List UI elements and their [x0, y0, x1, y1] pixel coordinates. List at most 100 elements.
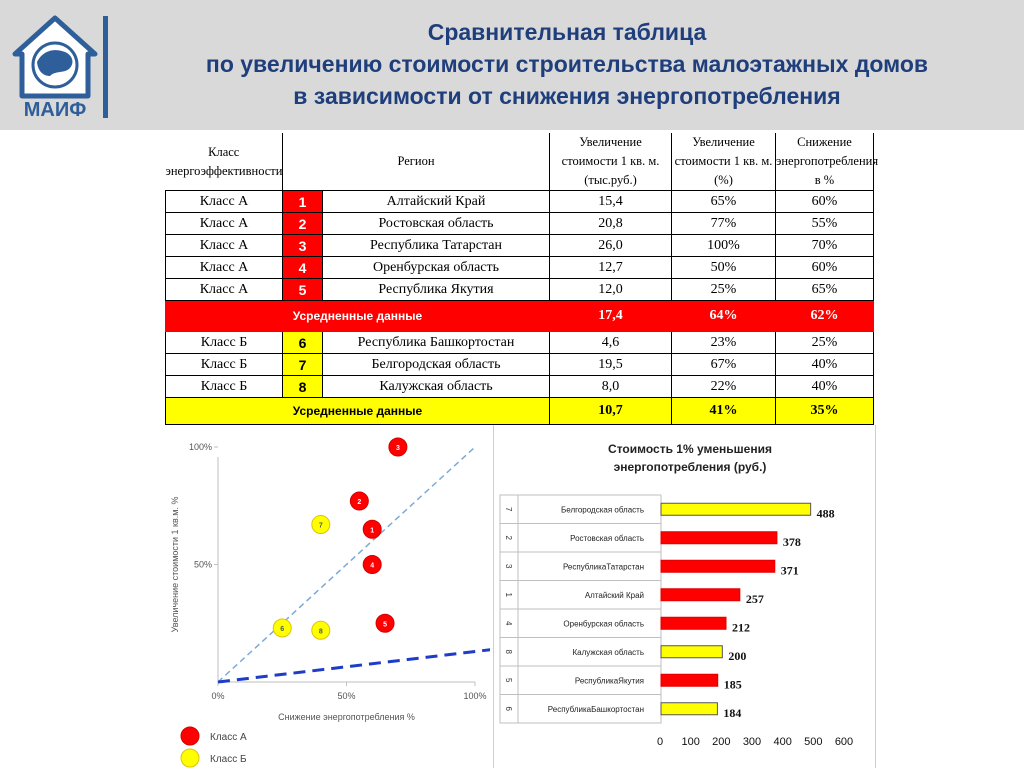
cell-class: Класс Б — [165, 331, 283, 354]
average-row-class-a: Усредненные данные 17,4 64% 62% — [165, 300, 874, 332]
bar-value-label: 185 — [724, 677, 742, 691]
cell-energy: 65% — [775, 278, 874, 301]
cell-pct: 23% — [671, 331, 776, 354]
header-cost: Увеличение стоимости 1 кв. м. (тыс.руб.) — [549, 133, 672, 191]
bar-value-label: 212 — [732, 620, 750, 634]
point-label: 6 — [280, 626, 284, 633]
x-tick-label: 0% — [211, 691, 224, 701]
cell-region: Республика Башкортостан — [322, 331, 550, 354]
cell-class: Класс А — [165, 278, 283, 301]
bar-4 — [660, 616, 727, 630]
table-row: Класс Б 7 Белгородская область 19,5 67% … — [165, 353, 874, 376]
bar-category-label: Оренбурская область — [563, 619, 644, 628]
avg-b-label: Усредненные данные — [165, 397, 550, 425]
cell-num: 3 — [282, 234, 323, 257]
page-title: Сравнительная таблица по увеличению стои… — [110, 16, 1024, 112]
cell-region: Республика Татарстан — [322, 234, 550, 257]
bar-category-number: 5 — [504, 678, 513, 683]
bar-1 — [660, 588, 741, 602]
bar-x-tick-label: 500 — [804, 736, 822, 748]
bar-2 — [660, 531, 778, 545]
point-label: 2 — [357, 499, 361, 506]
cell-cost: 15,4 — [549, 190, 672, 213]
table-row: Класс А 4 Оренбурская область 12,7 50% 6… — [165, 256, 874, 279]
header-divider — [103, 16, 108, 118]
table-row: Класс Б 8 Калужская область 8,0 22% 40% — [165, 375, 874, 398]
bar-value-label: 257 — [746, 592, 764, 606]
legend-marker-a — [180, 726, 200, 746]
avg-a-pct: 64% — [671, 300, 776, 332]
legend-label-b: Класс Б — [210, 754, 247, 765]
cell-num: 2 — [282, 212, 323, 235]
avg-a-label: Усредненные данные — [165, 300, 550, 332]
bar-category-label: Ростовская область — [570, 534, 644, 543]
cell-class: Класс А — [165, 234, 283, 257]
point-marker — [272, 618, 292, 638]
cell-energy: 60% — [775, 190, 874, 213]
bar-category-label: РеспубликаЯкутия — [575, 676, 644, 685]
cell-region: Оренбурская область — [322, 256, 550, 279]
bar-x-tick-label: 400 — [773, 736, 791, 748]
point-marker — [362, 555, 382, 574]
maif-logo: МАИФ — [12, 15, 98, 120]
legend-marker-b — [180, 748, 200, 768]
scatter-chart-panel: 0% 50% 100% 100% 50% Снижение энергопотреблен… — [165, 425, 496, 768]
bar-chart: Стоимость 1% уменьшения энергопотребления… — [499, 442, 853, 748]
bar-x-tick-label: 0 — [657, 736, 663, 748]
table-header-row: Класс энергоэффективности Регион Увеличе… — [165, 133, 878, 191]
cell-region: Ростовская область — [322, 212, 550, 235]
avg-a-energy: 62% — [775, 300, 874, 332]
trend-line-low — [217, 647, 496, 684]
cell-num: 6 — [282, 331, 323, 354]
bar-category-number: 6 — [504, 707, 513, 712]
scatter-point-1: 1 — [362, 519, 382, 539]
scatter-point-4: 4 — [362, 555, 382, 574]
y-tick-label: 100% — [189, 442, 212, 452]
cell-pct: 77% — [671, 212, 776, 235]
scatter-point-5: 5 — [375, 613, 395, 633]
avg-b-pct: 41% — [671, 397, 776, 425]
point-label: 4 — [370, 563, 374, 570]
cell-energy: 25% — [775, 331, 874, 354]
average-row-class-b: Усредненные данные 10,7 41% 35% — [165, 397, 874, 425]
point-marker — [311, 515, 331, 535]
cell-num: 7 — [282, 353, 323, 376]
cell-cost: 26,0 — [549, 234, 672, 257]
title-line-1: Сравнительная таблица — [427, 19, 707, 45]
avg-a-cost: 17,4 — [549, 300, 672, 332]
bar-chart-title-line-1: Стоимость 1% уменьшения — [608, 442, 772, 456]
header-pct: Увеличение стоимости 1 кв. м. (%) — [671, 133, 776, 191]
bar-category-label: РеспубликаТатарстан — [563, 562, 644, 571]
y-tick-label: 50% — [194, 560, 212, 570]
cell-cost: 20,8 — [549, 212, 672, 235]
cell-num: 8 — [282, 375, 323, 398]
cell-energy: 40% — [775, 353, 874, 376]
cell-num: 1 — [282, 190, 323, 213]
header-banner: МАИФ Сравнительная таблица по увеличению… — [0, 0, 1024, 130]
cell-cost: 12,0 — [549, 278, 672, 301]
cell-class: Класс А — [165, 212, 283, 235]
cell-energy: 60% — [775, 256, 874, 279]
cell-num: 4 — [282, 256, 323, 279]
table-row: Класс А 2 Ростовская область 20,8 77% 55… — [165, 212, 874, 235]
table-row: Класс А 1 Алтайский Край 15,4 65% 60% — [165, 190, 874, 213]
cell-region: Белгородская область — [322, 353, 550, 376]
bar-category-number: 2 — [504, 536, 513, 541]
bar-category-number: 4 — [504, 621, 513, 626]
cell-cost: 4,6 — [549, 331, 672, 354]
bar-category-label: Белгородская область — [561, 505, 644, 514]
avg-b-energy: 35% — [775, 397, 874, 425]
bar-x-tick-label: 100 — [681, 736, 699, 748]
scatter-point-7: 7 — [311, 515, 331, 535]
cell-pct: 25% — [671, 278, 776, 301]
comparison-table: Класс энергоэффективности Регион Увеличе… — [165, 133, 878, 425]
bar-7 — [660, 502, 812, 516]
cell-class: Класс А — [165, 256, 283, 279]
point-marker — [349, 491, 369, 511]
bar-category-number: 1 — [504, 593, 513, 598]
point-marker — [311, 620, 331, 640]
title-line-3: в зависимости от снижения энергопотребле… — [293, 83, 841, 109]
bar-8 — [660, 645, 723, 659]
svg-text:МАИФ: МАИФ — [24, 99, 87, 120]
bar-category-number: 3 — [504, 564, 513, 569]
